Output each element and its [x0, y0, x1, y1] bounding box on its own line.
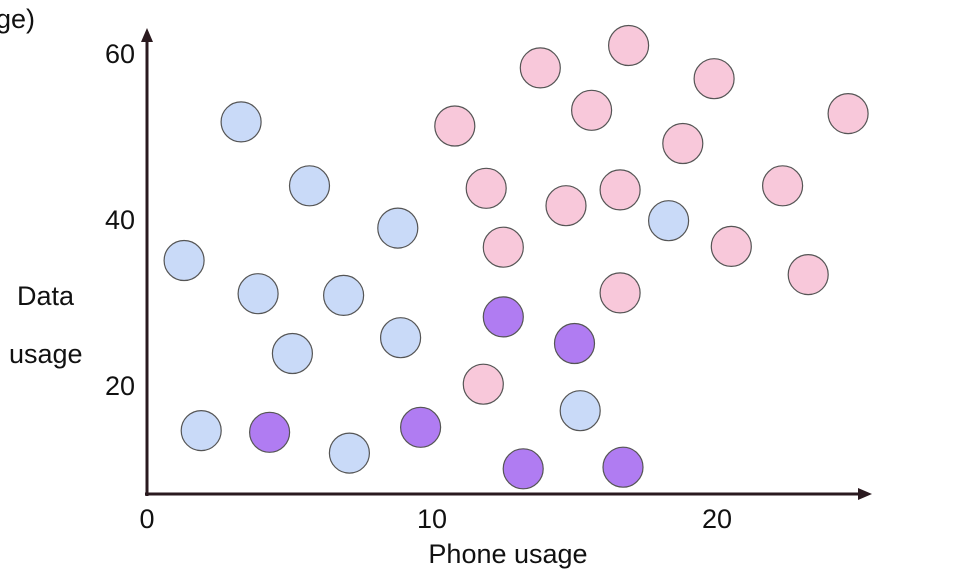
y-tick-label: 20 — [105, 371, 135, 401]
data-point — [180, 410, 222, 452]
data-point — [288, 165, 331, 207]
data-point — [163, 239, 205, 282]
data-point — [710, 225, 752, 267]
y-tick-labels: 20 40 60 — [105, 39, 135, 401]
data-point — [570, 89, 613, 131]
x-tick-label: 10 — [417, 504, 447, 534]
data-point — [502, 448, 544, 490]
data-point — [400, 406, 442, 448]
data-point — [599, 272, 641, 314]
data-point — [519, 47, 561, 89]
x-tick-label: 20 — [702, 504, 732, 534]
data-point — [380, 317, 422, 359]
data-point — [827, 92, 869, 135]
y-tick-label: 60 — [105, 39, 135, 69]
data-point — [220, 101, 262, 143]
data-point — [647, 200, 690, 242]
data-point — [377, 207, 419, 249]
data-point — [553, 322, 596, 365]
data-point — [482, 226, 524, 268]
data-point — [787, 254, 829, 296]
data-point — [462, 363, 504, 405]
data-point — [693, 58, 735, 100]
data-point — [545, 185, 587, 227]
data-point — [323, 274, 365, 316]
data-point — [249, 411, 291, 453]
data-point — [761, 165, 804, 207]
data-point — [607, 24, 650, 67]
x-axis-arrow — [858, 488, 872, 500]
data-point — [465, 167, 507, 209]
y-tick-label: 40 — [105, 205, 135, 235]
data-point — [602, 446, 644, 488]
data-point — [237, 273, 279, 315]
data-point — [271, 332, 313, 375]
y-axis-title-line-1: Data — [17, 281, 75, 311]
data-points — [163, 24, 869, 490]
data-point — [559, 390, 601, 432]
data-point — [482, 296, 524, 338]
x-tick-labels: 0 10 20 — [139, 504, 732, 534]
y-axis-title-clipped: ge) — [0, 4, 35, 34]
data-point — [328, 432, 370, 474]
y-axis-title-line-2: usage — [9, 339, 83, 369]
y-axis-arrow — [141, 28, 153, 42]
data-point — [434, 105, 476, 147]
x-tick-label: 0 — [139, 504, 154, 534]
x-axis-title: Phone usage — [428, 539, 587, 569]
data-point — [599, 169, 641, 211]
data-point — [662, 122, 704, 165]
